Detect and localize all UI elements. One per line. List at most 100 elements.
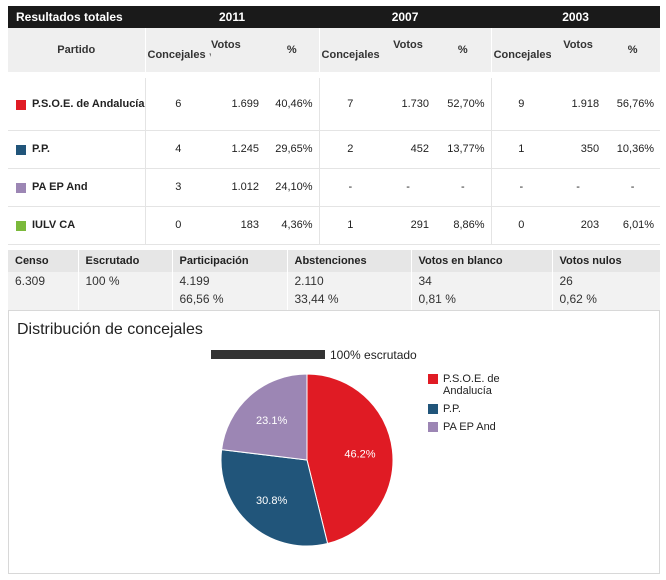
chart-legend: P.S.O.E. de Andalucía P.P. PA EP And <box>428 373 518 439</box>
progress-bar <box>211 350 325 359</box>
escrutado-pct <box>77 289 172 310</box>
party-color-swatch <box>16 183 26 193</box>
votos-value: 203 <box>551 206 606 245</box>
concejales-value: 1 <box>318 206 382 245</box>
participacion-value: 4.199 <box>171 271 287 290</box>
votos-value: - <box>381 168 436 207</box>
party-cell: P.S.O.E. de Andalucía <box>8 78 145 131</box>
legend-item: PA EP And <box>428 421 518 433</box>
votos-value: 1.012 <box>211 168 265 207</box>
concejales-2011-header[interactable]: Concejales▼ <box>144 28 216 72</box>
votos-nulos-pct: 0,62 % <box>551 289 660 310</box>
party-color-swatch <box>16 99 26 110</box>
party-name: P.P. <box>32 143 50 155</box>
pct-value: 10,36% <box>605 130 661 169</box>
table-row: P.P. 4 1.245 29,65% 2 452 13,77% 1 350 1… <box>8 130 661 169</box>
pct-2003-header[interactable]: % <box>605 28 661 72</box>
concejales-value: 3 <box>144 168 211 207</box>
pct-2007-header[interactable]: % <box>435 28 492 72</box>
pct-2011-header[interactable]: % <box>265 28 320 72</box>
results-title: Resultados totales <box>8 6 145 28</box>
votos-2003-header[interactable]: Votos <box>551 28 606 72</box>
legend-label: P.P. <box>443 403 461 415</box>
escrutado-value: 100 % <box>77 271 172 290</box>
pie-slice-label: 46.2% <box>344 449 375 461</box>
concejales-2007-header[interactable]: Concejales <box>318 28 382 72</box>
pct-value: 29,65% <box>265 130 320 169</box>
pct-value: 13,77% <box>435 130 492 169</box>
concejales-value: - <box>318 168 382 207</box>
column-header-row: Partido Concejales▼ Votos % Concejales V… <box>8 28 661 72</box>
summary-values-row: 6.309 100 % 4.199 2.110 34 26 <box>8 271 660 290</box>
legend-label: PA EP And <box>443 421 496 433</box>
votos-value: 183 <box>211 206 265 245</box>
votos-value: 452 <box>381 130 436 169</box>
votos-nulos-value: 26 <box>551 271 660 290</box>
distribution-title: Distribución de concejales <box>17 321 203 338</box>
abstenciones-value: 2.110 <box>286 271 411 290</box>
legend-item: P.S.O.E. de Andalucía <box>428 373 518 397</box>
votos-blanco-value: 34 <box>410 271 552 290</box>
votos-value: 1.730 <box>381 78 436 131</box>
table-row: P.S.O.E. de Andalucía 6 1.699 40,46% 7 1… <box>8 78 661 131</box>
pct-value: - <box>605 168 661 207</box>
pct-value: 40,46% <box>265 78 320 131</box>
concejales-value: 0 <box>144 206 211 245</box>
concejales-value: - <box>490 168 552 207</box>
concejales-value: 9 <box>490 78 552 131</box>
legend-swatch <box>428 374 438 384</box>
year-2003-header: 2003 <box>491 6 661 28</box>
party-cell: PA EP And <box>8 168 145 207</box>
summary-header-row: Censo Escrutado Participación Abstencion… <box>8 249 660 272</box>
votos-value: 1.918 <box>551 78 606 131</box>
concejales-value: 4 <box>144 130 211 169</box>
votos-blanco-label: Votos en blanco <box>410 249 552 272</box>
pct-value: 56,76% <box>605 78 661 131</box>
results-table: Resultados totales 2011 2007 2003 Partid… <box>8 6 661 245</box>
table-row: IULV CA 0 183 4,36% 1 291 8,86% 0 203 6,… <box>8 206 661 245</box>
table-row: PA EP And 3 1.012 24,10% - - - - - - <box>8 168 661 207</box>
summary-table: Censo Escrutado Participación Abstencion… <box>8 249 660 310</box>
legend-swatch <box>428 422 438 432</box>
pie-slice-label: 30.8% <box>256 495 287 507</box>
concejales-value: 0 <box>490 206 552 245</box>
legend-item: P.P. <box>428 403 518 415</box>
pie-slice <box>306 373 394 545</box>
concejales-2003-header[interactable]: Concejales <box>490 28 552 72</box>
participacion-pct: 66,56 % <box>171 289 287 310</box>
concejales-value: 7 <box>318 78 382 131</box>
party-cell: P.P. <box>8 130 145 169</box>
votos-value: 350 <box>551 130 606 169</box>
year-2011-header: 2011 <box>145 6 320 28</box>
votos-value: 291 <box>381 206 436 245</box>
pct-value: 8,86% <box>435 206 492 245</box>
votos-2007-header[interactable]: Votos <box>381 28 436 72</box>
abstenciones-label: Abstenciones <box>286 249 411 272</box>
concejales-pie-chart: 46.2% 30.8% 23.1% <box>220 373 394 547</box>
participacion-label: Participación <box>171 249 287 272</box>
censo-label: Censo <box>8 249 78 272</box>
results-panel: Resultados totales 2011 2007 2003 Partid… <box>8 6 661 310</box>
concejales-value: 6 <box>144 78 211 131</box>
votos-nulos-label: Votos nulos <box>551 249 660 272</box>
pct-value: 24,10% <box>265 168 320 207</box>
pie-slice-label: 23.1% <box>256 415 287 427</box>
party-color-swatch <box>16 145 26 155</box>
distribution-panel: Distribución de concejales 100% escrutad… <box>8 310 660 574</box>
party-name: PA EP And <box>32 181 88 193</box>
progress-bar-fill <box>211 350 325 359</box>
votos-blanco-pct: 0,81 % <box>410 289 552 310</box>
party-name: P.S.O.E. de Andalucía <box>32 97 145 110</box>
censo-value: 6.309 <box>8 271 78 290</box>
summary-pct-row: 66,56 % 33,44 % 0,81 % 0,62 % <box>8 289 660 310</box>
votos-value: - <box>551 168 606 207</box>
pct-value: 6,01% <box>605 206 661 245</box>
results-header-row: Resultados totales 2011 2007 2003 <box>8 6 661 28</box>
party-cell: IULV CA <box>8 206 145 245</box>
pct-value: 52,70% <box>435 78 492 131</box>
votos-2011-header[interactable]: Votos <box>211 28 265 72</box>
pct-value: 4,36% <box>265 206 320 245</box>
abstenciones-pct: 33,44 % <box>286 289 411 310</box>
partido-column-header: Partido <box>8 28 145 72</box>
pct-value: - <box>435 168 492 207</box>
